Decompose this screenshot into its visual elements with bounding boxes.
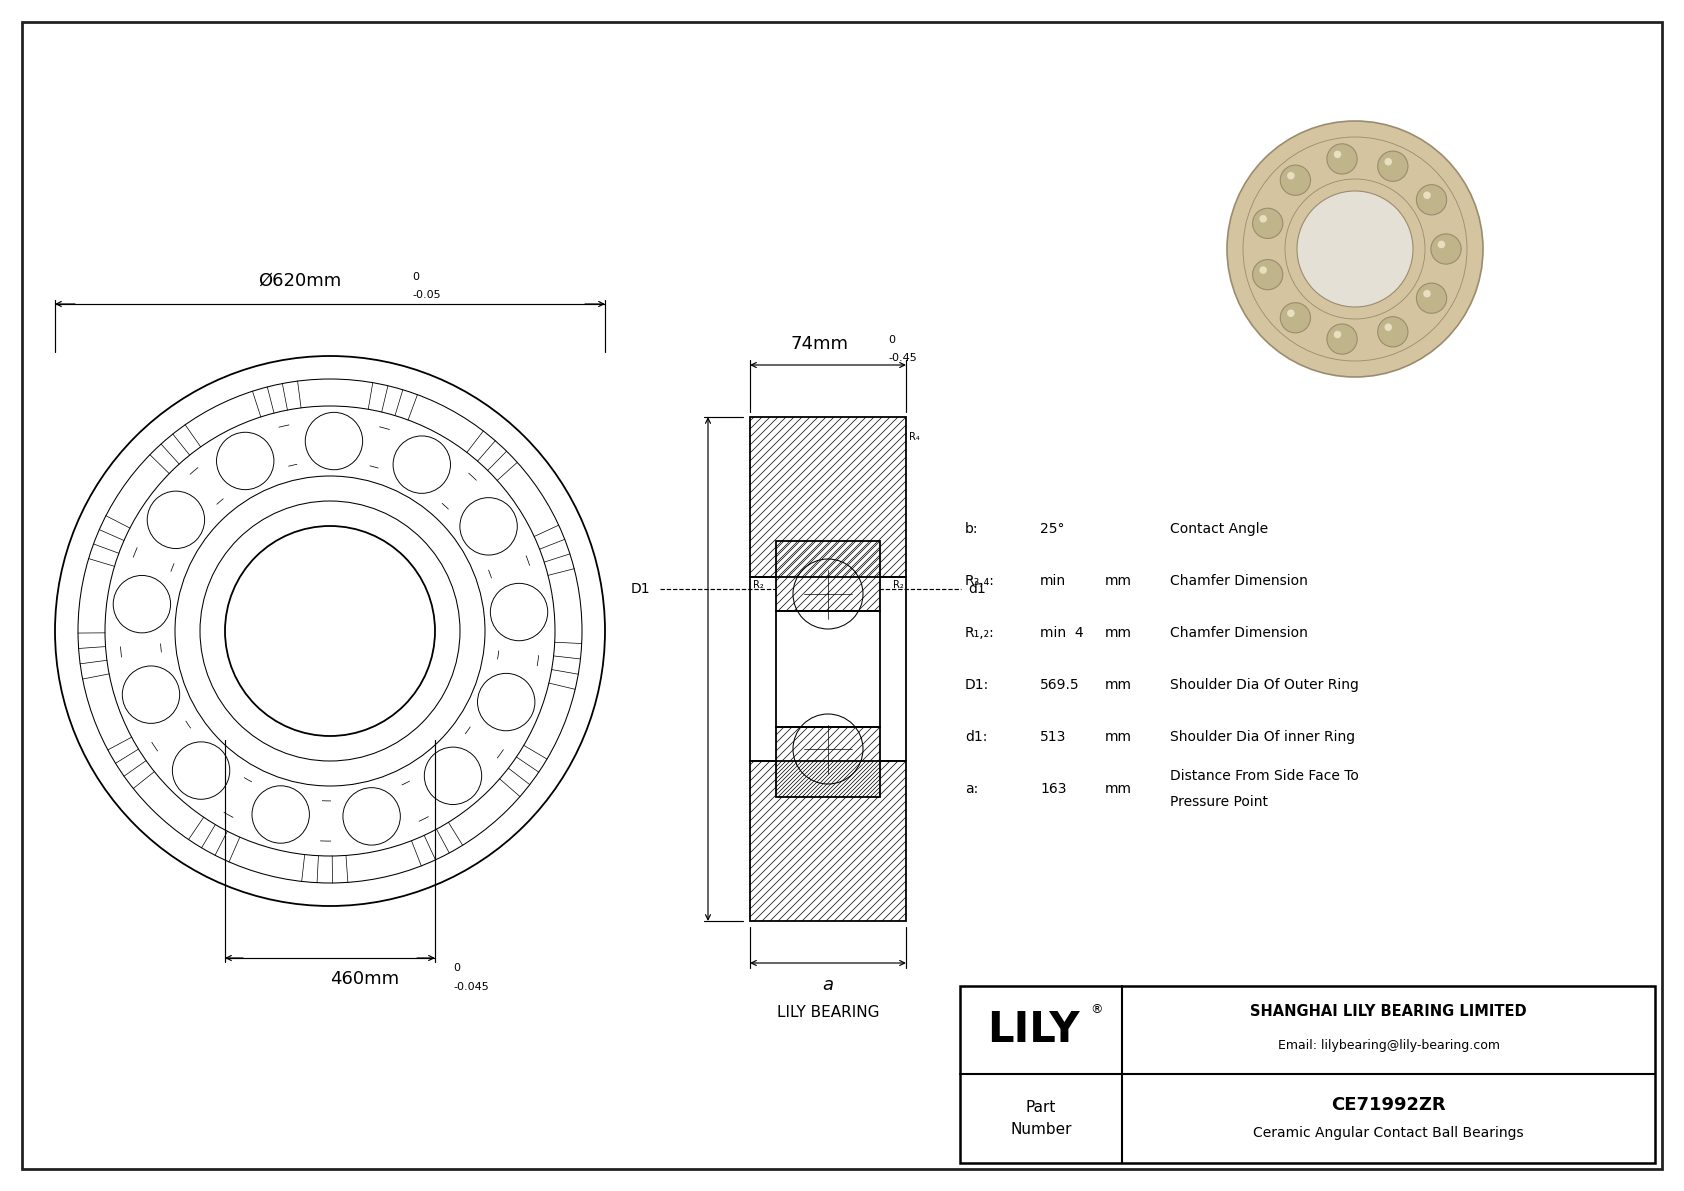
Text: R₁: R₁: [753, 565, 765, 574]
Polygon shape: [776, 727, 881, 797]
Circle shape: [1423, 289, 1431, 298]
Text: 74mm: 74mm: [791, 335, 849, 353]
Text: SHANGHAI LILY BEARING LIMITED: SHANGHAI LILY BEARING LIMITED: [1250, 1004, 1527, 1019]
Text: Email: lilybearing@lily-bearing.com: Email: lilybearing@lily-bearing.com: [1278, 1039, 1499, 1052]
Text: D1: D1: [630, 582, 650, 596]
Text: LILY: LILY: [987, 1009, 1079, 1050]
Text: b:: b:: [965, 522, 978, 536]
Circle shape: [1327, 324, 1357, 354]
Text: LILY BEARING: LILY BEARING: [776, 1005, 879, 1019]
Circle shape: [1416, 283, 1447, 313]
Text: D1:: D1:: [965, 678, 989, 692]
Text: mm: mm: [1105, 678, 1132, 692]
Text: R₁,₂:: R₁,₂:: [965, 626, 995, 640]
Text: -0.45: -0.45: [887, 353, 916, 363]
Text: R₂: R₂: [753, 580, 765, 590]
Polygon shape: [776, 541, 881, 611]
Text: ®: ®: [1090, 1004, 1103, 1016]
Circle shape: [1334, 331, 1340, 338]
Text: d1:: d1:: [965, 730, 987, 744]
Text: R₂: R₂: [893, 580, 904, 590]
Text: Contact Angle: Contact Angle: [1170, 522, 1268, 536]
Text: mm: mm: [1105, 626, 1132, 640]
Circle shape: [1253, 208, 1283, 238]
Text: d1: d1: [968, 582, 985, 596]
Circle shape: [1416, 185, 1447, 214]
Text: a: a: [822, 975, 834, 994]
Circle shape: [1287, 310, 1295, 317]
Text: Chamfer Dimension: Chamfer Dimension: [1170, 574, 1308, 588]
Text: R₃,₄:: R₃,₄:: [965, 574, 995, 588]
Circle shape: [1253, 260, 1283, 289]
Text: Distance From Side Face To: Distance From Side Face To: [1170, 769, 1359, 782]
Polygon shape: [749, 761, 906, 921]
Text: 569.5: 569.5: [1041, 678, 1079, 692]
Circle shape: [1334, 150, 1340, 158]
Circle shape: [1438, 241, 1445, 248]
Text: Ø620mm: Ø620mm: [258, 272, 342, 289]
Bar: [960, 986, 1655, 1162]
Text: 163: 163: [1041, 782, 1066, 796]
Text: mm: mm: [1105, 574, 1132, 588]
Circle shape: [1260, 267, 1266, 274]
Circle shape: [1378, 317, 1408, 347]
Text: Shoulder Dia Of Outer Ring: Shoulder Dia Of Outer Ring: [1170, 678, 1359, 692]
Text: CE71992ZR: CE71992ZR: [1330, 1096, 1447, 1114]
Circle shape: [1431, 233, 1462, 264]
Circle shape: [1297, 191, 1413, 307]
Text: R₁: R₁: [893, 565, 904, 574]
Text: Chamfer Dimension: Chamfer Dimension: [1170, 626, 1308, 640]
Circle shape: [1384, 324, 1393, 331]
Text: min  4: min 4: [1041, 626, 1083, 640]
Text: a:: a:: [965, 782, 978, 796]
Text: R₁: R₁: [753, 435, 765, 445]
Text: 460mm: 460mm: [330, 969, 399, 989]
Text: 25°: 25°: [1041, 522, 1064, 536]
Text: Ceramic Angular Contact Ball Bearings: Ceramic Angular Contact Ball Bearings: [1253, 1127, 1524, 1141]
Text: b: b: [854, 555, 861, 568]
Text: Shoulder Dia Of inner Ring: Shoulder Dia Of inner Ring: [1170, 730, 1356, 744]
Text: mm: mm: [1105, 730, 1132, 744]
Circle shape: [1384, 158, 1393, 166]
Text: R₂: R₂: [753, 422, 765, 432]
Circle shape: [1378, 151, 1408, 181]
Text: R₃: R₃: [893, 422, 904, 432]
Text: -0.045: -0.045: [453, 983, 488, 992]
Text: 0: 0: [413, 272, 419, 282]
Text: min: min: [1041, 574, 1066, 588]
Text: Part
Number: Part Number: [1010, 1100, 1071, 1136]
Text: R₄: R₄: [909, 432, 919, 442]
Text: mm: mm: [1105, 782, 1132, 796]
Text: 0: 0: [453, 964, 460, 973]
Circle shape: [1228, 121, 1484, 378]
Text: 513: 513: [1041, 730, 1066, 744]
Circle shape: [1260, 216, 1266, 223]
Circle shape: [1423, 192, 1431, 199]
Circle shape: [1280, 166, 1310, 195]
Text: Pressure Point: Pressure Point: [1170, 796, 1268, 809]
Text: 0: 0: [887, 335, 894, 345]
Polygon shape: [749, 417, 906, 576]
Circle shape: [1287, 172, 1295, 180]
Circle shape: [1327, 144, 1357, 174]
Text: -0.05: -0.05: [413, 289, 441, 300]
Circle shape: [1280, 303, 1310, 333]
